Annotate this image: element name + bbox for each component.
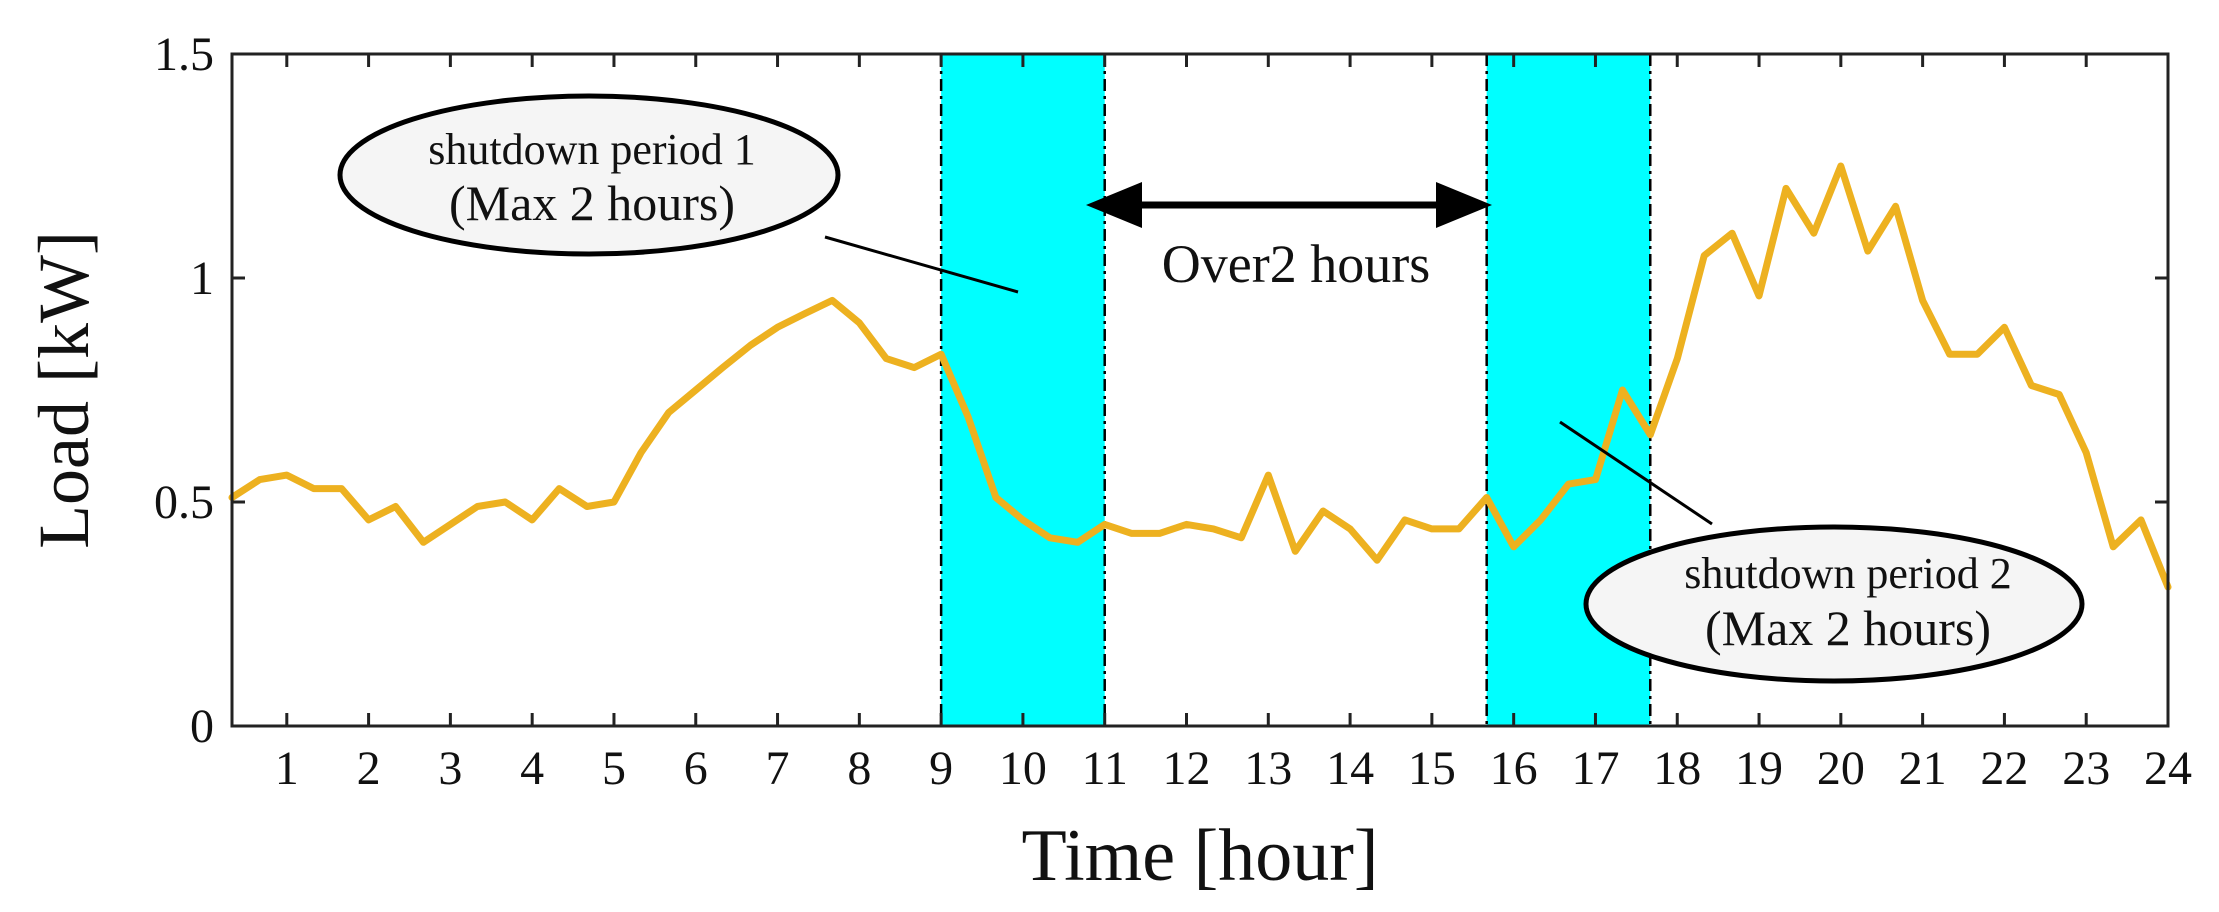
x-tick-label: 9 — [929, 742, 953, 795]
x-tick-label: 5 — [602, 742, 626, 795]
shutdown-region-1 — [941, 54, 1105, 726]
annotation-gap: Over2 hours — [1086, 182, 1492, 294]
x-tick-label: 6 — [684, 742, 708, 795]
period1-label-line1: shutdown period 1 — [428, 125, 756, 174]
x-tick-label: 14 — [1326, 742, 1374, 795]
annotation-period2: shutdown period 2 (Max 2 hours) — [1559, 420, 2085, 684]
x-tick-label: 19 — [1735, 742, 1783, 795]
x-tick-label: 24 — [2144, 742, 2192, 795]
period2-pointer-line — [1559, 420, 1713, 526]
period1-label-line2: (Max 2 hours) — [449, 175, 735, 231]
x-tick-label: 8 — [847, 742, 871, 795]
y-tick-label: 1.5 — [154, 28, 214, 81]
x-tick-label: 10 — [999, 742, 1047, 795]
load-series-layer — [228, 162, 2172, 591]
gap-arrowhead-left — [1086, 182, 1142, 228]
axis-ticks-layer: 1 2 3 4 5 6 7 8 9 10 11 12 13 14 15 16 17 18 19 20 21 22 23 240… — [154, 28, 2192, 795]
x-tick-label: 17 — [1571, 742, 1619, 795]
x-tick-label: 23 — [2062, 742, 2110, 795]
x-tick-label: 15 — [1408, 742, 1456, 795]
annotation-period1: shutdown period 1 (Max 2 hours) — [337, 93, 1019, 294]
x-tick-label: 11 — [1082, 742, 1128, 795]
y-tick-label: 0.5 — [154, 476, 214, 529]
plot-frame — [230, 52, 2170, 728]
period2-bubble — [1583, 524, 2085, 684]
x-tick-label: 20 — [1817, 742, 1865, 795]
x-tick-label: 2 — [357, 742, 381, 795]
y-tick-label: 1 — [190, 252, 214, 305]
x-tick-label: 3 — [438, 742, 462, 795]
y-tick-label: 0 — [190, 700, 214, 753]
x-tick-label: 16 — [1490, 742, 1538, 795]
x-tick-label: 13 — [1244, 742, 1292, 795]
period1-bubble — [337, 93, 841, 257]
period1-pointer-line — [824, 235, 1019, 294]
period2-label-line1: shutdown period 2 — [1684, 549, 2012, 598]
x-tick-label: 1 — [275, 742, 299, 795]
period2-label-line2: (Max 2 hours) — [1705, 600, 1991, 656]
y-axis-label: Load [kW] — [24, 231, 104, 549]
x-tick-label: 22 — [1980, 742, 2028, 795]
x-tick-label: 18 — [1653, 742, 1701, 795]
x-tick-label: 4 — [520, 742, 544, 795]
x-tick-label: 7 — [766, 742, 790, 795]
x-tick-label: 12 — [1163, 742, 1211, 795]
gap-label: Over2 hours — [1162, 234, 1430, 294]
x-axis-label: Time [hour] — [1022, 815, 1379, 897]
x-tick-label: 21 — [1899, 742, 1947, 795]
load-series-line — [228, 162, 2172, 591]
gap-arrowhead-right — [1436, 182, 1492, 228]
